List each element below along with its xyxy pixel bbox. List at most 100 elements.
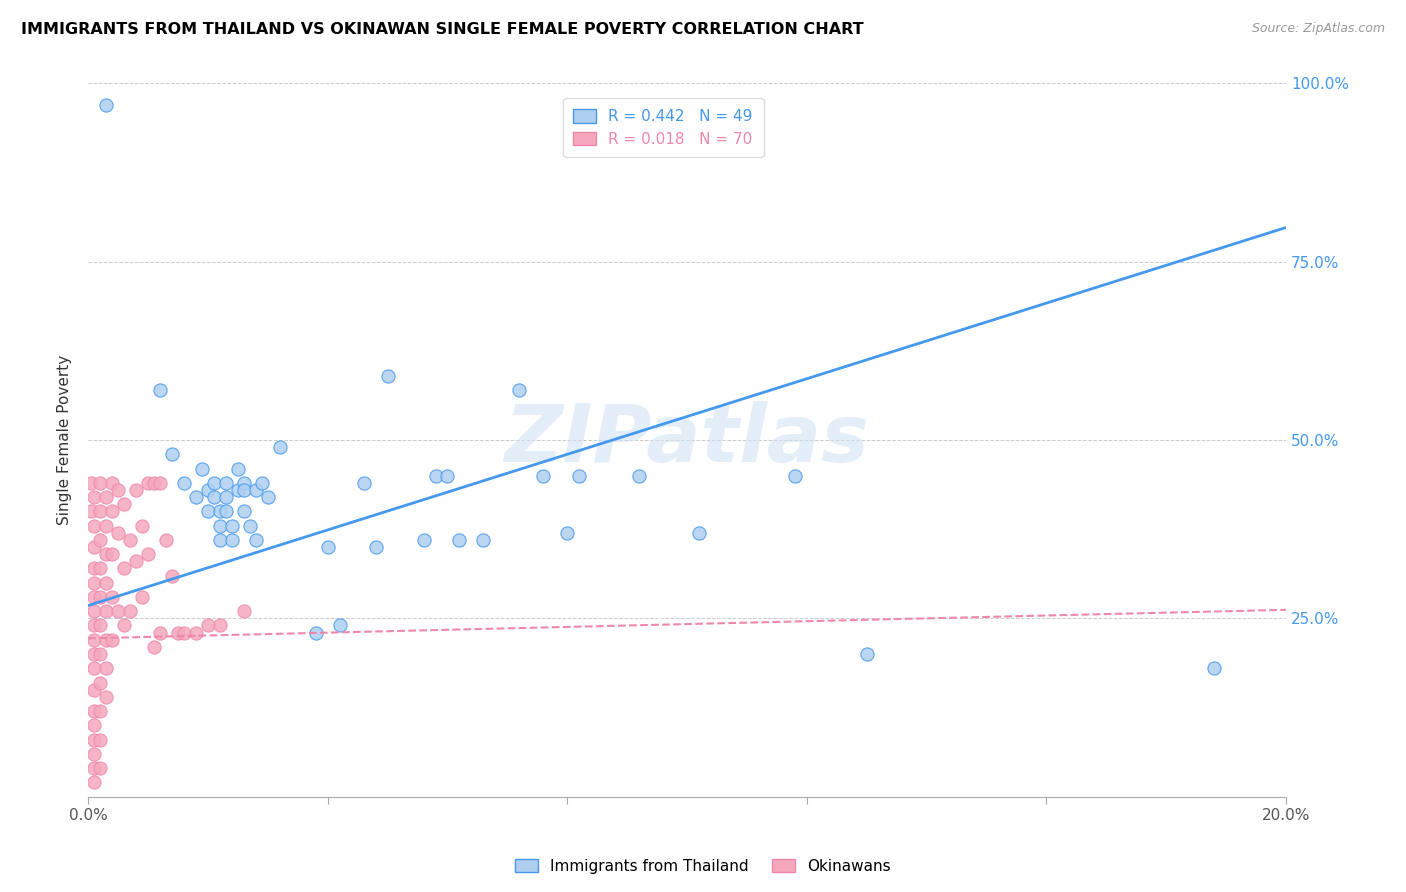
Point xyxy=(226,483,249,497)
Point xyxy=(125,554,148,568)
Point xyxy=(221,533,243,547)
Point xyxy=(143,475,166,490)
Point xyxy=(89,475,111,490)
Point xyxy=(149,383,172,397)
Point xyxy=(149,475,172,490)
Point xyxy=(94,604,117,618)
Point xyxy=(89,533,111,547)
Point xyxy=(202,475,225,490)
Point xyxy=(160,568,183,582)
Point xyxy=(250,475,273,490)
Point xyxy=(353,475,375,490)
Point xyxy=(269,440,291,454)
Point xyxy=(83,575,105,590)
Point xyxy=(1204,661,1226,675)
Point xyxy=(83,632,105,647)
Point xyxy=(89,561,111,575)
Point xyxy=(101,504,124,518)
Point xyxy=(83,732,105,747)
Point xyxy=(256,490,278,504)
Point xyxy=(89,704,111,718)
Point xyxy=(232,604,254,618)
Point xyxy=(215,475,238,490)
Point xyxy=(89,504,111,518)
Point xyxy=(364,540,387,554)
Point xyxy=(83,540,105,554)
Point xyxy=(783,468,806,483)
Point xyxy=(112,497,135,511)
Point xyxy=(83,661,105,675)
Point xyxy=(89,675,111,690)
Point xyxy=(112,618,135,632)
Point xyxy=(101,475,124,490)
Point xyxy=(449,533,471,547)
Point xyxy=(155,533,177,547)
Point xyxy=(83,490,105,504)
Point xyxy=(83,761,105,775)
Point xyxy=(94,690,117,704)
Point xyxy=(83,718,105,732)
Point xyxy=(197,618,219,632)
Point xyxy=(83,704,105,718)
Point xyxy=(472,533,495,547)
Point xyxy=(83,590,105,604)
Point xyxy=(245,533,267,547)
Point xyxy=(208,618,231,632)
Point xyxy=(425,468,447,483)
Point xyxy=(329,618,352,632)
Point xyxy=(197,504,219,518)
Point xyxy=(208,533,231,547)
Point xyxy=(208,504,231,518)
Point xyxy=(232,504,254,518)
Text: ZIPatlas: ZIPatlas xyxy=(505,401,869,479)
Point xyxy=(173,625,195,640)
Point xyxy=(101,590,124,604)
Point xyxy=(160,447,183,461)
Point xyxy=(107,483,129,497)
Point xyxy=(80,475,103,490)
Point xyxy=(120,533,142,547)
Point xyxy=(107,525,129,540)
Point xyxy=(568,468,591,483)
Point xyxy=(94,518,117,533)
Point xyxy=(94,575,117,590)
Point xyxy=(89,732,111,747)
Point xyxy=(436,468,458,483)
Point xyxy=(245,483,267,497)
Point xyxy=(89,647,111,661)
Point xyxy=(83,747,105,761)
Point xyxy=(83,561,105,575)
Point xyxy=(120,604,142,618)
Point xyxy=(89,618,111,632)
Point xyxy=(167,625,190,640)
Point xyxy=(555,525,578,540)
Legend: R = 0.442   N = 49, R = 0.018   N = 70: R = 0.442 N = 49, R = 0.018 N = 70 xyxy=(562,98,763,157)
Point xyxy=(136,475,159,490)
Point xyxy=(149,625,172,640)
Point xyxy=(184,625,207,640)
Point xyxy=(131,518,153,533)
Point xyxy=(94,98,117,112)
Point xyxy=(412,533,434,547)
Point xyxy=(83,604,105,618)
Point xyxy=(83,647,105,661)
Point xyxy=(226,461,249,475)
Y-axis label: Single Female Poverty: Single Female Poverty xyxy=(58,355,72,525)
Point xyxy=(112,561,135,575)
Point xyxy=(208,518,231,533)
Point xyxy=(197,483,219,497)
Point xyxy=(305,625,328,640)
Point xyxy=(628,468,651,483)
Text: Source: ZipAtlas.com: Source: ZipAtlas.com xyxy=(1251,22,1385,36)
Point xyxy=(191,461,214,475)
Point xyxy=(131,590,153,604)
Point xyxy=(136,547,159,561)
Point xyxy=(107,604,129,618)
Point xyxy=(94,547,117,561)
Point xyxy=(83,775,105,789)
Point xyxy=(80,504,103,518)
Point xyxy=(215,504,238,518)
Point xyxy=(232,475,254,490)
Point xyxy=(94,490,117,504)
Text: IMMIGRANTS FROM THAILAND VS OKINAWAN SINGLE FEMALE POVERTY CORRELATION CHART: IMMIGRANTS FROM THAILAND VS OKINAWAN SIN… xyxy=(21,22,863,37)
